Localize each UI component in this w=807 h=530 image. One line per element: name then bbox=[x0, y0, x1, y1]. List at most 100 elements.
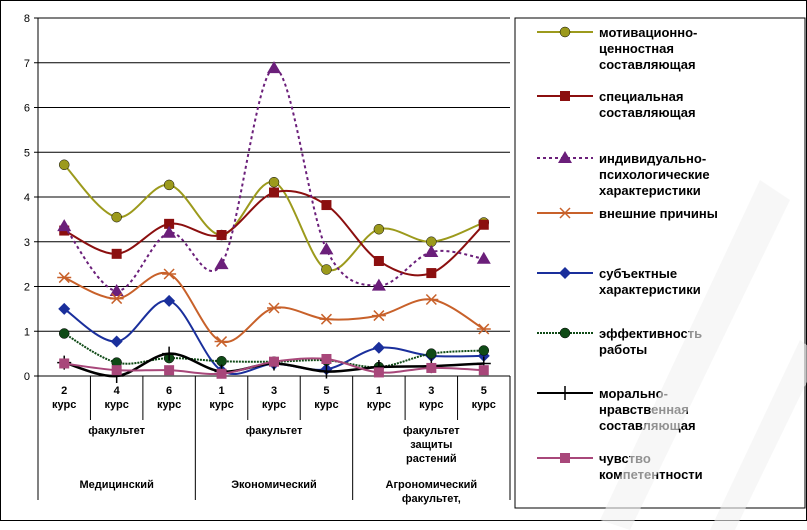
faculty-label: Экономический bbox=[231, 479, 317, 491]
data-point bbox=[111, 211, 122, 223]
legend-label: эффективность bbox=[599, 326, 702, 341]
data-point bbox=[478, 219, 489, 230]
data-point bbox=[372, 341, 385, 354]
data-point bbox=[58, 159, 70, 171]
data-point bbox=[476, 323, 491, 335]
data-point bbox=[57, 272, 72, 284]
data-point bbox=[426, 268, 437, 279]
data-point bbox=[426, 348, 437, 359]
y-tick-label: 6 bbox=[24, 103, 30, 115]
data-point bbox=[58, 302, 71, 315]
data-point bbox=[111, 248, 122, 259]
data-point bbox=[319, 313, 334, 325]
series-4 bbox=[57, 268, 491, 348]
data-point bbox=[478, 365, 489, 376]
y-tick-label: 3 bbox=[24, 237, 30, 249]
legend-label: чувство bbox=[599, 451, 651, 466]
y-tick-label: 2 bbox=[24, 282, 30, 294]
series-line bbox=[63, 271, 485, 344]
legend-marker bbox=[559, 267, 571, 279]
data-point bbox=[373, 255, 384, 266]
data-point bbox=[371, 310, 386, 322]
data-point bbox=[164, 218, 175, 229]
legend-label: работы bbox=[599, 342, 647, 357]
category-label: курс bbox=[472, 399, 496, 411]
series-line bbox=[63, 189, 485, 277]
data-point bbox=[424, 245, 439, 258]
y-tick-label: 8 bbox=[24, 13, 30, 25]
legend-item: индивидуально-психологическиехарактерист… bbox=[537, 151, 710, 198]
data-point bbox=[269, 187, 279, 198]
data-point bbox=[476, 251, 491, 264]
group-label: растений bbox=[406, 453, 457, 465]
legend-label: составляющая bbox=[599, 418, 696, 433]
data-point bbox=[162, 225, 177, 238]
legend-label: мотивационно- bbox=[599, 25, 697, 40]
data-point bbox=[478, 345, 490, 356]
series-3 bbox=[57, 61, 491, 296]
category-label: курс bbox=[105, 399, 129, 411]
data-point bbox=[373, 367, 384, 378]
faculty-label: факультет, bbox=[402, 493, 461, 505]
data-point bbox=[162, 268, 177, 280]
category-label: 1 bbox=[376, 385, 382, 397]
data-point bbox=[267, 302, 281, 314]
data-point bbox=[319, 242, 334, 255]
series-1 bbox=[58, 159, 490, 275]
y-tick-label: 7 bbox=[24, 58, 30, 70]
legend-item: внешние причины bbox=[537, 206, 718, 221]
data-point bbox=[57, 219, 72, 232]
faculty-label: Агрономический bbox=[386, 479, 478, 491]
data-point bbox=[268, 176, 280, 188]
data-point bbox=[321, 353, 332, 364]
legend-label: ценностная bbox=[599, 41, 674, 56]
faculty-label: Медицинский bbox=[79, 479, 153, 491]
category-label: 5 bbox=[323, 385, 329, 397]
category-label: 1 bbox=[218, 385, 224, 397]
data-point bbox=[58, 328, 70, 339]
legend-label: внешние причины bbox=[599, 206, 718, 221]
legend-label: составляющая bbox=[599, 105, 696, 120]
category-label: курс bbox=[157, 399, 181, 411]
category-label: 3 bbox=[271, 385, 277, 397]
group-label: факультет bbox=[246, 425, 303, 437]
legend-label: характеристики bbox=[599, 183, 701, 198]
group-label: защиты bbox=[410, 439, 452, 451]
category-label: 3 bbox=[428, 385, 434, 397]
category-label: 5 bbox=[481, 385, 487, 397]
data-point bbox=[424, 293, 439, 306]
series-2 bbox=[59, 187, 489, 279]
data-point bbox=[426, 362, 437, 373]
data-point bbox=[109, 293, 124, 305]
data-point bbox=[319, 364, 334, 379]
data-point bbox=[163, 294, 176, 307]
data-point bbox=[269, 356, 279, 367]
y-tick-label: 5 bbox=[24, 147, 30, 159]
data-point bbox=[371, 278, 386, 291]
data-point bbox=[214, 336, 229, 348]
y-tick-label: 4 bbox=[24, 192, 30, 204]
category-label: 4 bbox=[114, 385, 121, 397]
group-label: факультет bbox=[403, 425, 460, 437]
y-tick-label: 0 bbox=[24, 371, 30, 383]
data-point bbox=[111, 365, 122, 376]
legend-label: нравственная bbox=[599, 402, 689, 417]
data-point bbox=[164, 365, 175, 376]
legend-marker bbox=[560, 453, 570, 463]
series-8 bbox=[59, 353, 489, 379]
y-tick-label: 1 bbox=[24, 326, 30, 338]
data-point bbox=[59, 358, 70, 369]
group-label: факультет bbox=[88, 425, 145, 437]
data-point bbox=[321, 264, 332, 275]
category-label: курс bbox=[419, 399, 443, 411]
category-label: 2 bbox=[61, 385, 67, 397]
legend-marker bbox=[558, 207, 572, 219]
data-point bbox=[110, 335, 123, 348]
legend-marker bbox=[558, 386, 572, 400]
